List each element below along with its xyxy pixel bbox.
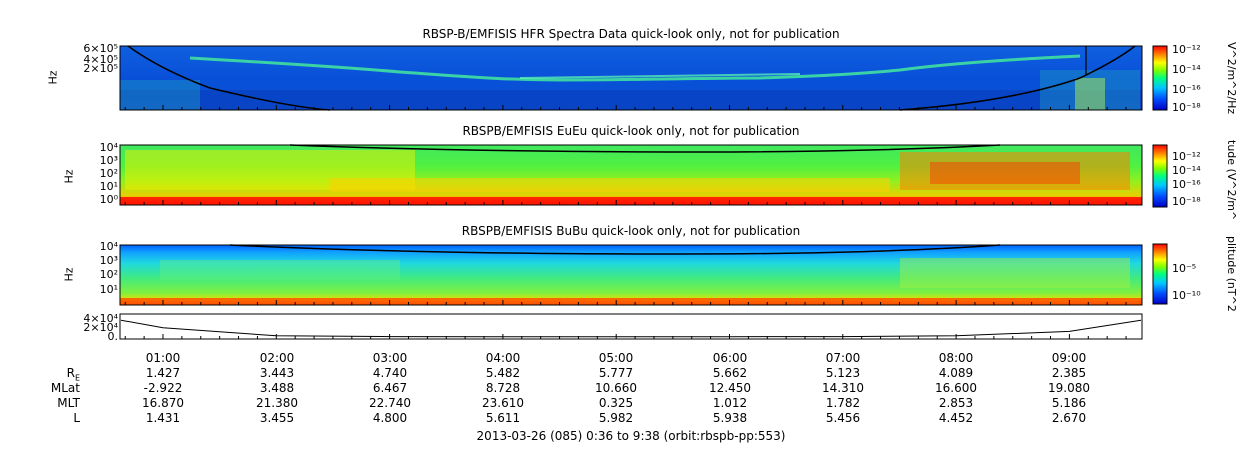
ephemeris-cell: 14.310 xyxy=(822,381,864,395)
hfr-title: RBSP-B/EMFISIS HFR Spectra Data quick-lo… xyxy=(422,27,840,41)
ephemeris-cell: 4.089 xyxy=(938,366,974,380)
row-label-mlt: MLT xyxy=(57,396,80,410)
line-ytick: 2×10⁴ xyxy=(83,321,118,334)
eueu-title: RBSPB/EMFISIS EuEu quick-look only, not … xyxy=(462,124,800,138)
eueu-ytick: 10³ xyxy=(99,154,118,167)
line-ytick: 4×10⁴ xyxy=(83,312,118,325)
time-tick-label: 09:00 xyxy=(1051,351,1087,365)
hfr-ytick: 6×10⁵ xyxy=(83,42,118,55)
ephemeris-cell: 19.080 xyxy=(1048,381,1090,395)
hfr-cbtick: 10⁻¹⁶ xyxy=(1172,83,1201,96)
hfr-spectrogram xyxy=(120,45,1142,111)
bubu-ytick: 10¹ xyxy=(99,283,118,296)
eueu-ylabel: Hz xyxy=(62,169,76,184)
bubu-frame xyxy=(119,244,1143,306)
eueu-cbtick: 10⁻¹⁴ xyxy=(1172,164,1201,177)
ephemeris-cell: 5.456 xyxy=(825,411,861,425)
bubu-ytick: 10² xyxy=(99,268,118,281)
hfr-colorbar xyxy=(1152,45,1168,111)
time-tick-label: 04:00 xyxy=(485,351,521,365)
ephemeris-cell: 4.740 xyxy=(372,366,408,380)
ephemeris-cell: 22.740 xyxy=(369,396,411,410)
ephemeris-cell: 5.938 xyxy=(712,411,748,425)
eueu-colorbar xyxy=(1152,144,1168,208)
ephemeris-cell: 3.488 xyxy=(259,381,295,395)
ephemeris-cell: 4.800 xyxy=(372,411,408,425)
hfr-ylabel: Hz xyxy=(46,70,60,85)
ephemeris-cell: 4.452 xyxy=(938,411,974,425)
time-tick-label: 08:00 xyxy=(938,351,974,365)
hfr-colorbar-label: V^2/m^2/Hz xyxy=(1225,42,1238,115)
ephemeris-cell: 23.610 xyxy=(482,396,524,410)
hfr-cbtick: 10⁻¹⁸ xyxy=(1172,101,1201,114)
ephemeris-cell: 16.870 xyxy=(142,396,184,410)
ephemeris-cell: 8.728 xyxy=(485,381,521,395)
ephemeris-cell: 3.455 xyxy=(259,411,295,425)
footer-caption: 2013-03-26 (085) 0:36 to 9:38 (orbit:rbs… xyxy=(476,429,786,443)
ephemeris-cell: 21.380 xyxy=(256,396,298,410)
row-label-r: RE xyxy=(66,366,80,383)
ephemeris-cell: 5.123 xyxy=(825,366,861,380)
ephemeris-cell: 5.611 xyxy=(485,411,521,425)
eueu-cbtick: 10⁻¹⁶ xyxy=(1172,178,1201,191)
line-ytick: 0. xyxy=(107,330,119,343)
ephemeris-cell: 3.443 xyxy=(259,366,295,380)
bubu-ytick: 10³ xyxy=(99,254,118,267)
bubu-colorbar-label: plitude (nT^2 xyxy=(1225,236,1238,312)
bubu-spectrogram xyxy=(120,244,1142,305)
time-tick-label: 07:00 xyxy=(825,351,861,365)
ephemeris-cell: 5.186 xyxy=(1051,396,1087,410)
eueu-ytick: 10² xyxy=(99,167,118,180)
time-tick-label: 01:00 xyxy=(145,351,181,365)
eueu-spectrogram xyxy=(120,144,1142,205)
eueu-colorbar-label: tude (V^2/m^ xyxy=(1225,140,1238,221)
ephemeris-cell: 0.325 xyxy=(598,396,634,410)
ephemeris-cell: 5.482 xyxy=(485,366,521,380)
bubu-cbtick: 10⁻⁵ xyxy=(1172,262,1197,275)
hfr-ytick: 2×10⁵ xyxy=(83,62,118,75)
ephemeris-cell: 5.662 xyxy=(712,366,748,380)
time-tick-label: 05:00 xyxy=(598,351,634,365)
ephemeris-cell: 2.385 xyxy=(1051,366,1087,380)
hfr-ytick: 4×10⁵ xyxy=(83,53,118,66)
ephemeris-cell: 1.012 xyxy=(712,396,748,410)
eueu-ytick: 10¹ xyxy=(99,180,118,193)
ephemeris-cell: 1.782 xyxy=(825,396,861,410)
eueu-ytick: 10⁴ xyxy=(99,141,118,154)
bubu-cbtick: 10⁻¹⁰ xyxy=(1172,289,1201,302)
row-label-mlat: MLat xyxy=(50,381,80,395)
bubu-ylabel: Hz xyxy=(62,267,76,282)
ephemeris-cell: 6.467 xyxy=(372,381,408,395)
time-tick-label: 02:00 xyxy=(259,351,295,365)
ephemeris-cell: 16.600 xyxy=(935,381,977,395)
ephemeris-cell: 5.777 xyxy=(598,366,634,380)
hfr-frame xyxy=(119,45,1143,111)
eueu-cbtick: 10⁻¹² xyxy=(1172,150,1201,163)
bubu-colorbar xyxy=(1152,243,1168,305)
ephemeris-cell: 12.450 xyxy=(709,381,751,395)
eueu-cbtick: 10⁻¹⁸ xyxy=(1172,195,1201,208)
ephemeris-cell: -2.922 xyxy=(143,381,183,395)
time-tick-label: 06:00 xyxy=(712,351,748,365)
ephemeris-cell: 10.660 xyxy=(595,381,637,395)
eueu-ytick: 10⁰ xyxy=(99,193,118,206)
ephemeris-cell: 2.853 xyxy=(938,396,974,410)
ephemeris-cell: 5.982 xyxy=(598,411,634,425)
ephemeris-cell: 2.670 xyxy=(1051,411,1087,425)
hfr-cbtick: 10⁻¹⁴ xyxy=(1172,63,1201,76)
ephemeris-cell: 1.427 xyxy=(145,366,181,380)
time-tick-label: 03:00 xyxy=(372,351,408,365)
eueu-frame xyxy=(119,144,1143,206)
bubu-title: RBSPB/EMFISIS BuBu quick-look only, not … xyxy=(461,224,801,238)
time-ticks xyxy=(124,105,1127,339)
hfr-cbtick: 10⁻¹² xyxy=(1172,43,1201,56)
ephemeris-cell: 1.431 xyxy=(145,411,181,425)
bubu-ytick: 10⁴ xyxy=(99,240,118,253)
row-label-l: L xyxy=(73,411,80,425)
